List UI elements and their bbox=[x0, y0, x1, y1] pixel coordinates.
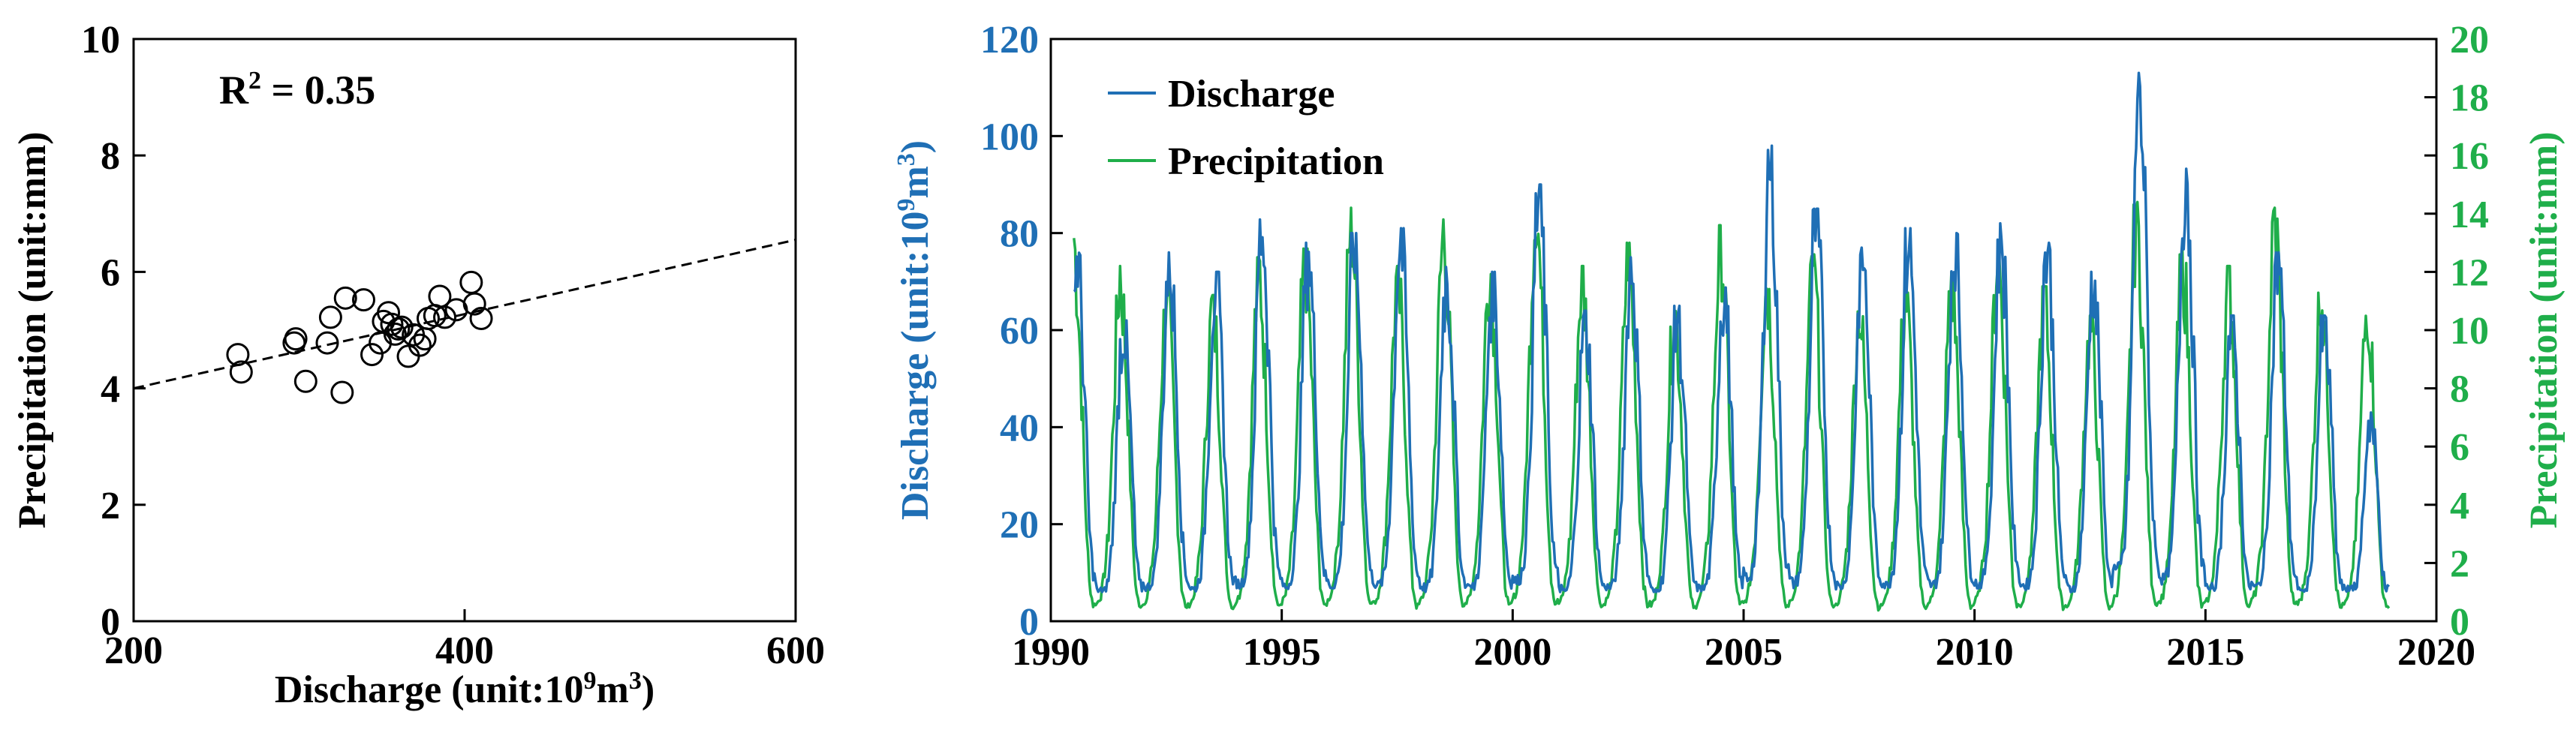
scatter-point bbox=[293, 369, 317, 393]
scatter-point bbox=[315, 331, 339, 355]
scatter-y-tick-label: 10 bbox=[81, 19, 120, 62]
scatter-x-ticks: 200 400 600 bbox=[104, 609, 825, 672]
discharge-y-tick-label: 20 bbox=[1000, 504, 1039, 547]
precipitation-y-axis-label: Precipitation (unit:mm) bbox=[2523, 131, 2565, 528]
scatter-point bbox=[284, 327, 308, 351]
precipitation-y-tick-label: 10 bbox=[2450, 310, 2489, 353]
scatter-point bbox=[383, 322, 407, 346]
year-x-ticks: 1990 1995 2000 2005 2010 2015 2020 bbox=[1012, 609, 2475, 674]
scatter-point bbox=[333, 286, 357, 310]
discharge-y-tick-label: 120 bbox=[980, 19, 1039, 62]
scatter-points bbox=[226, 270, 493, 404]
year-x-tick-label: 2020 bbox=[2397, 631, 2475, 674]
timeseries-lines bbox=[1073, 71, 2391, 612]
year-x-tick-label: 1990 bbox=[1012, 631, 1090, 674]
scatter-point bbox=[380, 312, 404, 336]
scatter-x-tick-label: 200 bbox=[104, 629, 163, 672]
scatter-point bbox=[360, 343, 384, 367]
legend-label-discharge: Discharge bbox=[1168, 73, 1335, 116]
scatter-y-axis-label: Precipitation (unit:mm) bbox=[11, 131, 54, 528]
scatter-point bbox=[408, 333, 432, 357]
precipitation-y-tick-label: 2 bbox=[2450, 542, 2469, 585]
legend-label-precipitation: Precipitation bbox=[1168, 140, 1384, 183]
scatter-point bbox=[396, 344, 420, 368]
precipitation-y-tick-label: 20 bbox=[2450, 19, 2489, 62]
discharge-y-tick-label: 40 bbox=[1000, 407, 1039, 449]
discharge-y-tick-label: 60 bbox=[1000, 310, 1039, 353]
year-x-tick-label: 2010 bbox=[1936, 631, 2014, 674]
scatter-y-ticks: 0 2 4 6 8 10 bbox=[81, 19, 146, 644]
scatter-point bbox=[390, 315, 414, 339]
discharge-y-tick-label: 80 bbox=[1000, 213, 1039, 256]
precipitation-line bbox=[1073, 200, 2391, 612]
year-x-tick-label: 1995 bbox=[1243, 631, 1321, 674]
year-x-tick-label: 2015 bbox=[2166, 631, 2244, 674]
scatter-y-tick-label: 4 bbox=[101, 368, 120, 411]
trendline bbox=[133, 239, 796, 390]
precipitation-y-tick-label: 16 bbox=[2450, 135, 2489, 178]
discharge-y-tick-label: 0 bbox=[1019, 601, 1039, 644]
discharge-y-axis-label: Discharge (unit:109m3) bbox=[892, 140, 937, 520]
scatter-point bbox=[330, 380, 354, 404]
scatter-point bbox=[351, 288, 375, 312]
scatter-panel: 0 2 4 6 8 10 200 400 600 R2 = 0.35 Discharge (u… bbox=[11, 19, 825, 711]
scatter-y-tick-label: 8 bbox=[101, 135, 120, 178]
scatter-point bbox=[462, 292, 486, 316]
precipitation-y-tick-label: 12 bbox=[2450, 251, 2489, 294]
scatter-plot-frame bbox=[132, 38, 797, 623]
precipitation-y-tick-label: 4 bbox=[2450, 485, 2469, 527]
scatter-point bbox=[226, 343, 250, 367]
scatter-point bbox=[469, 306, 493, 330]
scatter-y-tick-label: 0 bbox=[101, 601, 120, 644]
scatter-x-axis-label: Discharge (unit:109m3) bbox=[275, 667, 655, 711]
year-x-tick-label: 2000 bbox=[1473, 631, 1551, 674]
legend: Discharge Precipitation bbox=[1108, 73, 1384, 183]
scatter-y-tick-label: 2 bbox=[101, 485, 120, 527]
discharge-y-tick-label: 100 bbox=[980, 116, 1039, 158]
precipitation-y-tick-label: 0 bbox=[2450, 601, 2469, 644]
precipitation-y-tick-label: 14 bbox=[2450, 194, 2489, 236]
scatter-x-tick-label: 600 bbox=[766, 629, 825, 672]
scatter-x-tick-label: 400 bbox=[435, 629, 494, 672]
scatter-point bbox=[229, 360, 253, 384]
discharge-line bbox=[1073, 71, 2391, 593]
precipitation-y-tick-label: 18 bbox=[2450, 77, 2489, 120]
scatter-point bbox=[433, 305, 457, 329]
timeseries-plot-frame bbox=[1049, 38, 2438, 623]
precipitation-y-tick-label: 6 bbox=[2450, 426, 2469, 469]
scatter-y-tick-label: 6 bbox=[101, 251, 120, 294]
precipitation-y-tick-label: 8 bbox=[2450, 368, 2469, 411]
precipitation-y-ticks: 0 2 4 6 8 10 12 14 16 18 20 bbox=[2424, 19, 2489, 644]
scatter-point bbox=[387, 317, 411, 341]
discharge-y-ticks: 0 20 40 60 80 100 120 bbox=[980, 19, 1063, 644]
r-squared-annotation: R2 = 0.35 bbox=[219, 67, 375, 113]
year-x-tick-label: 2005 bbox=[1705, 631, 1783, 674]
scatter-point bbox=[459, 270, 483, 294]
scatter-point bbox=[318, 305, 342, 329]
scatter-point bbox=[413, 327, 437, 351]
